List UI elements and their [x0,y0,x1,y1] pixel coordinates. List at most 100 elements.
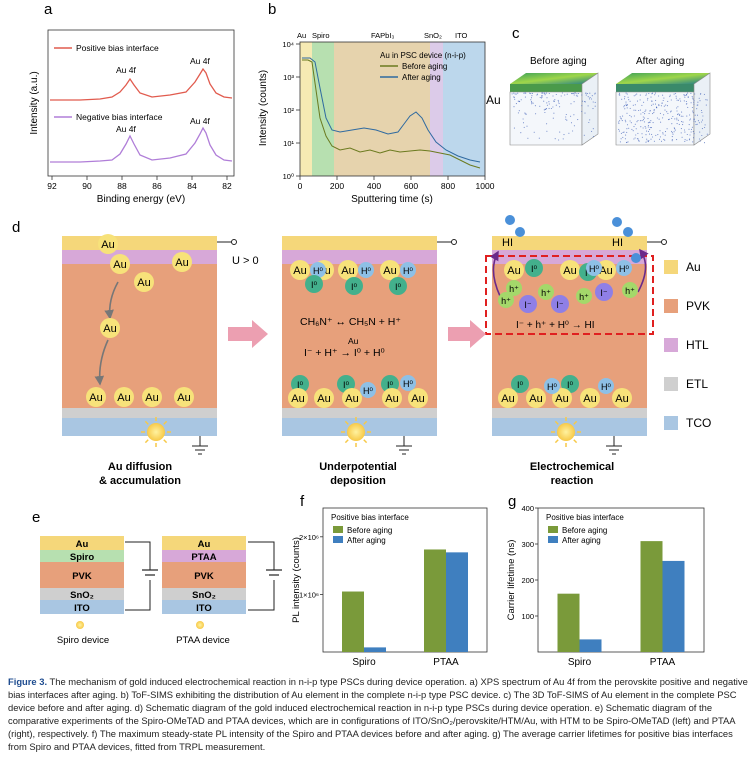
svg-text:H⁰: H⁰ [361,266,371,276]
tof-dot [660,140,663,142]
tof-dot [633,126,635,128]
tof-dot [647,122,649,124]
h0-particle: H⁰ [400,262,416,278]
ptaa-device-stack: Au PTAA PVK SnO₂ ITO [162,536,246,614]
c-side-label: Au [486,93,501,107]
tof-dot [690,131,692,133]
tof-dot [646,138,648,140]
svg-text:Au: Au [686,260,701,274]
i0-particle: I⁰ [511,375,529,393]
tof-dot [699,93,702,95]
tof-dot [626,104,628,106]
tof-dot [648,112,650,115]
tof-dot [553,112,555,114]
tof-dot [619,120,621,122]
svg-text:h⁺: h⁺ [579,292,589,302]
tof-dot [584,101,586,103]
tof-dot [695,124,697,126]
tof-dot [648,92,650,95]
tof-dot [514,93,516,95]
tof-dot [622,115,624,117]
tof-dot [666,128,668,130]
svg-text:Au: Au [89,392,102,404]
svg-text:Au: Au [317,393,330,405]
tof-dot [659,130,661,132]
tof-dot [689,118,692,120]
ground-symbol-2 [396,436,412,455]
tof-dot [686,115,688,117]
tof-dot [546,123,548,125]
tof-dot [522,118,524,120]
tof-dot [592,128,594,130]
stage-1-caption-line1: Au diffusion [108,461,172,473]
tof-dot [565,113,567,116]
tof-dot [578,92,580,95]
tof-dot [704,124,706,126]
tof-dot [619,141,621,143]
tof-dot [682,124,684,126]
tof-dot [675,97,677,99]
stage-3-caption-line1: Electrochemical [530,461,614,473]
b-ytick-label: 10² [283,106,294,115]
tof-dot [680,100,682,102]
tof-dot [581,94,583,96]
tof-dot [543,100,545,102]
tof-dot [659,112,661,114]
au-particle: Au [288,388,308,408]
tof-dot [658,138,661,140]
tof-dot [649,127,651,129]
tof-dot [645,94,647,96]
tof-dot [663,97,665,99]
tof-dot [531,103,533,105]
tof-dot [647,130,650,132]
tof-dot [666,105,669,107]
stage-3-caption-line2: reaction [551,475,594,487]
tof-dot [525,113,527,115]
svg-text:TCO: TCO [686,416,711,430]
tof-dot [517,100,519,102]
tof-dot [680,115,682,117]
tof-dot [513,96,515,98]
b-xtick-label: 200 [330,181,344,191]
tof-dot [645,141,647,143]
tof-dot [581,110,583,112]
xps-negative-curve [50,126,233,163]
bar-after-aging-spiro [364,647,386,652]
tof-dot [628,99,630,101]
au-particle: Au [552,388,572,408]
tof-dot [515,93,517,95]
ytick-label: 2×10⁶ [299,533,319,542]
tof-dot [648,133,651,135]
hi-molecule [515,227,525,237]
tof-dot [684,139,686,141]
tof-dot [636,121,638,123]
svg-text:Au: Au [507,265,520,277]
tof-dot [518,110,520,112]
i0-particle: I⁰ [525,259,543,277]
svg-text:Au: Au [385,393,398,405]
tof-dot [663,114,665,116]
tof-dot [676,119,678,121]
tof-dot [630,116,632,118]
tof-dot [662,99,664,102]
tof-dot [692,137,695,139]
tof-dot [522,122,525,124]
b-ytick-label: 10⁰ [283,172,294,181]
tof-dot [681,136,683,138]
region-label-spiro: Spiro [312,31,330,40]
svg-text:h⁺: h⁺ [509,284,519,294]
tof-dot [550,107,552,110]
svg-text:h⁺: h⁺ [501,296,511,306]
tof-dot [672,133,674,135]
panel-e-label: e [32,509,40,526]
tof-dot [679,98,681,100]
tof-dot [697,120,699,122]
tof-dot [682,121,684,123]
au-particle: Au [114,387,134,407]
legend-swatch [548,526,558,533]
tof-dot [642,111,644,114]
tof-dot [685,100,687,103]
tof-dot [677,106,679,108]
tof-dot [686,139,688,141]
equation-2: I⁻ + H⁺ → I⁰ + H⁰ [304,347,386,359]
